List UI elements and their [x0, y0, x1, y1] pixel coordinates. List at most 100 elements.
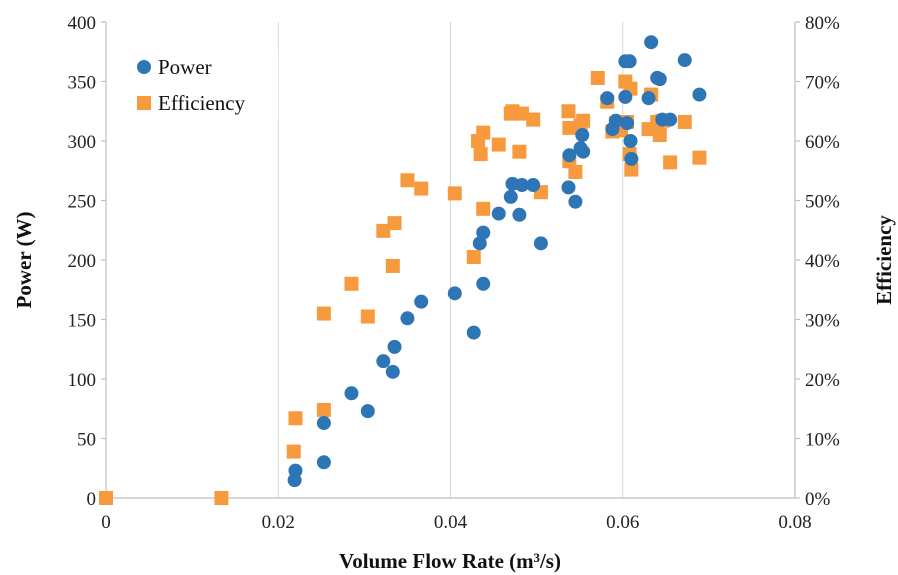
power-point: [288, 463, 303, 478]
y-tick-label: 50: [77, 430, 96, 451]
data-points: [99, 35, 707, 505]
y2-tick-label: 70%: [805, 73, 840, 94]
x-tick-label: 0.06: [606, 512, 639, 533]
efficiency-point: [476, 125, 491, 140]
y2-axis-title: Efficiency: [872, 215, 896, 305]
legend-power-label: Power: [158, 55, 212, 79]
x-tick-label: 0.02: [262, 512, 295, 533]
efficiency-point: [288, 411, 303, 426]
efficiency-point: [316, 306, 331, 321]
efficiency-point: [561, 104, 576, 119]
efficiency-point: [526, 112, 541, 127]
power-point: [624, 151, 639, 166]
efficiency-point: [376, 223, 391, 238]
y2-tick-label: 0%: [805, 489, 831, 510]
efficiency-point: [476, 201, 491, 216]
power-point: [316, 455, 331, 470]
legend-efficiency-marker: [137, 96, 151, 110]
y-tick-label: 350: [68, 73, 97, 94]
efficiency-point: [360, 309, 375, 324]
y-axis-title: Power (W): [12, 212, 36, 309]
efficiency-point: [652, 128, 667, 143]
power-point: [622, 54, 637, 69]
power-point: [623, 134, 638, 148]
efficiency-point: [663, 155, 678, 170]
gridlines: [277, 22, 624, 498]
y2-tick-label: 50%: [805, 192, 840, 213]
x-axis-title: Volume Flow Rate (m³/s): [339, 549, 561, 573]
power-point: [600, 91, 615, 106]
power-point: [526, 178, 541, 193]
power-point: [562, 148, 577, 163]
power-point: [400, 311, 415, 326]
efficiency-point: [562, 120, 577, 135]
power-point: [620, 116, 635, 131]
efficiency-point: [385, 258, 400, 273]
power-point: [387, 339, 402, 354]
efficiency-point: [99, 491, 113, 505]
power-point: [376, 354, 391, 369]
y-tick-label: 200: [68, 251, 97, 272]
efficiency-point: [387, 216, 402, 231]
power-point: [466, 325, 481, 340]
power-point: [652, 72, 667, 87]
power-point: [575, 128, 590, 143]
efficiency-point: [414, 181, 429, 196]
x-tick-label: 0: [101, 512, 111, 533]
efficiency-point: [400, 173, 415, 188]
efficiency-point: [512, 144, 527, 159]
power-point: [644, 35, 659, 50]
power-point: [344, 386, 359, 401]
efficiency-point: [677, 114, 692, 129]
legend-power-marker: [137, 60, 151, 74]
power-point: [641, 91, 656, 106]
efficiency-point: [286, 444, 301, 459]
tick-labels: 0 0.02 0.04 0.06 0.08 0 50 100 150 200 250 300 350 40…: [68, 13, 841, 533]
power-point: [385, 364, 400, 379]
efficiency-point: [466, 250, 481, 265]
power-point: [514, 178, 529, 193]
efficiency-point: [692, 150, 707, 165]
efficiency-point: [568, 164, 583, 179]
power-point: [414, 294, 429, 309]
y-tick-label: 250: [68, 192, 97, 213]
y-tick-label: 400: [68, 13, 97, 34]
power-point: [576, 144, 591, 159]
y2-tick-label: 80%: [805, 13, 840, 34]
efficiency-point: [473, 147, 488, 162]
efficiency-point: [491, 137, 506, 152]
y-tick-label: 0: [87, 489, 97, 510]
power-point: [677, 53, 692, 68]
power-point: [472, 236, 487, 251]
x-tick-label: 0.08: [778, 512, 811, 533]
efficiency-point: [316, 402, 331, 417]
efficiency-point: [514, 106, 529, 121]
efficiency-point: [576, 113, 591, 128]
power-point: [476, 276, 491, 291]
y2-tick-label: 20%: [805, 370, 840, 391]
y2-tick-label: 30%: [805, 311, 840, 332]
efficiency-point: [624, 162, 639, 177]
y2-tick-label: 60%: [805, 132, 840, 153]
power-point: [512, 207, 527, 222]
efficiency-point: [590, 70, 605, 85]
power-point: [561, 180, 576, 195]
efficiency-point: [447, 186, 462, 201]
power-point: [608, 113, 623, 128]
power-point: [447, 286, 462, 301]
efficiency-point: [214, 491, 229, 505]
legend-background: [128, 50, 278, 124]
legend-efficiency-label: Efficiency: [158, 91, 246, 115]
power-point: [663, 112, 678, 127]
power-point: [568, 194, 583, 209]
power-point: [692, 87, 707, 102]
power-point: [476, 225, 491, 240]
y-tick-label: 100: [68, 370, 97, 391]
x-tick-label: 0.04: [434, 512, 468, 533]
power-point: [360, 404, 375, 419]
power-point: [491, 206, 506, 221]
power-point: [533, 236, 548, 251]
legend: Power Efficiency: [128, 50, 278, 124]
power-point: [618, 89, 633, 104]
